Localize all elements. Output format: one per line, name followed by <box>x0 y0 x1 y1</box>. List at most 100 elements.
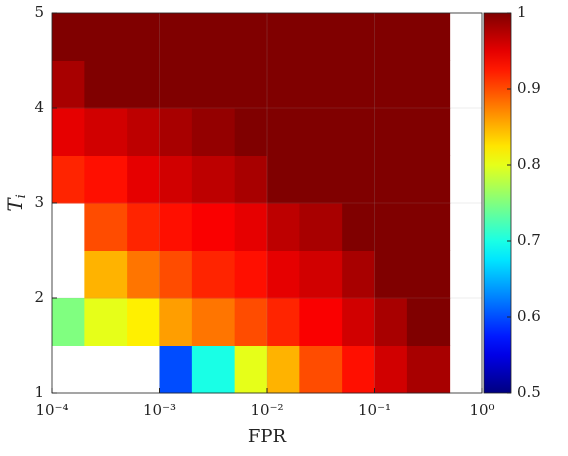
heat-cell <box>84 298 128 346</box>
heat-cell <box>234 298 268 346</box>
heat-cell <box>84 203 128 251</box>
heat-cell <box>127 298 160 346</box>
heat-cell <box>342 108 375 156</box>
y-axis-label-group: Ti <box>3 194 29 212</box>
y-axis-label: Ti <box>3 194 29 212</box>
heat-cell <box>234 345 268 394</box>
heat-cell <box>299 60 343 109</box>
heat-cell <box>52 155 85 204</box>
y-tick-label: 1 <box>34 383 44 401</box>
x-tick-label: 10⁻² <box>250 401 283 419</box>
heat-cell <box>374 60 408 109</box>
heat-cell <box>374 298 408 346</box>
heat-cell <box>234 250 268 299</box>
heat-cell <box>191 13 236 61</box>
heat-cell <box>159 155 193 204</box>
heat-cell <box>267 60 300 109</box>
heat-cell <box>191 60 236 109</box>
heat-cell <box>159 298 193 346</box>
heat-cell <box>342 345 375 394</box>
heat-cell <box>374 203 408 251</box>
y-tick-label: 4 <box>34 98 44 116</box>
heat-cell <box>374 345 408 394</box>
heat-cell <box>406 155 451 204</box>
heat-cell <box>406 203 451 251</box>
colorbar-tick-label: 0.7 <box>517 231 541 249</box>
heat-cell <box>342 155 375 204</box>
colorbar-tick-label: 0.5 <box>517 383 541 401</box>
heat-cell <box>159 345 193 394</box>
heat-cell <box>159 13 193 61</box>
plot-frame <box>51 12 483 394</box>
heat-cell <box>191 345 236 394</box>
heat-cell <box>191 155 236 204</box>
heat-cell <box>299 13 343 61</box>
heat-cell <box>127 203 160 251</box>
heat-cell <box>159 108 193 156</box>
heat-cell <box>84 13 128 61</box>
x-axis-label: FPR <box>248 426 287 447</box>
heat-cell <box>191 203 236 251</box>
heat-cell <box>52 13 85 61</box>
heat-cell <box>52 108 85 156</box>
heat-cell <box>191 298 236 346</box>
heat-cell <box>127 13 160 61</box>
heat-cell <box>267 13 300 61</box>
heat-cell <box>127 108 160 156</box>
heat-cell <box>84 108 128 156</box>
x-tick-label: 10⁻⁴ <box>35 401 68 419</box>
heat-cell <box>342 298 375 346</box>
heat-cell <box>406 345 451 394</box>
heat-cell <box>159 250 193 299</box>
colorbar-tick-label: 1 <box>517 3 527 21</box>
y-tick-label: 2 <box>34 288 44 306</box>
heat-cell <box>234 13 268 61</box>
heat-cell <box>267 298 300 346</box>
heat-cell <box>374 108 408 156</box>
heat-cell <box>342 203 375 251</box>
heat-cell <box>299 345 343 394</box>
heat-cell <box>234 155 268 204</box>
heat-cell <box>84 60 128 109</box>
heat-cell <box>84 155 128 204</box>
heat-cell <box>52 298 85 346</box>
heat-cell <box>374 250 408 299</box>
heat-cell <box>127 155 160 204</box>
y-axis-label-sub: i <box>14 194 29 198</box>
heat-cell <box>159 60 193 109</box>
y-tick-label: 5 <box>34 3 44 21</box>
colorbar-tick-label: 0.9 <box>517 79 541 97</box>
heat-cell <box>406 108 451 156</box>
colorbar <box>483 12 512 394</box>
heat-cell <box>406 13 451 61</box>
heat-cell <box>342 13 375 61</box>
heat-cell <box>267 345 300 394</box>
x-tick-label: 10⁻³ <box>143 401 176 419</box>
heat-cell <box>299 155 343 204</box>
heat-cell <box>127 250 160 299</box>
colorbar-tick-label: 0.8 <box>517 155 541 173</box>
heat-cell <box>52 60 85 109</box>
heat-cell <box>374 155 408 204</box>
heat-cell <box>406 60 451 109</box>
heat-cell <box>406 298 451 346</box>
heat-cell <box>342 60 375 109</box>
heat-cell <box>234 108 268 156</box>
heat-cell <box>299 108 343 156</box>
heat-cell <box>84 250 128 299</box>
x-tick-label: 10⁰ <box>469 401 494 419</box>
y-tick-label: 3 <box>34 193 44 211</box>
heat-cell <box>267 203 300 251</box>
heat-cell <box>267 250 300 299</box>
heat-cell <box>234 60 268 109</box>
heat-cell <box>191 250 236 299</box>
y-axis-label-main: T <box>3 197 27 212</box>
heat-cell <box>406 250 451 299</box>
colorbar-tick-label: 0.6 <box>517 307 541 325</box>
heat-cell <box>267 108 300 156</box>
heat-cell <box>299 203 343 251</box>
heat-cell <box>127 60 160 109</box>
heat-cell <box>267 155 300 204</box>
heat-cell <box>299 250 343 299</box>
